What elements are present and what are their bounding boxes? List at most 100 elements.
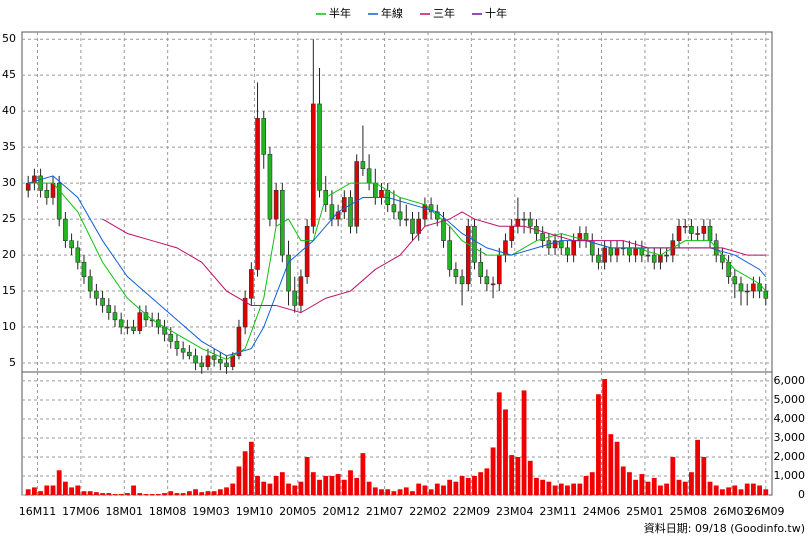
candle-body	[515, 218, 521, 227]
candle-body	[87, 276, 93, 292]
volume-bar	[56, 470, 62, 495]
volume-bar	[410, 491, 415, 495]
y2-tick-label: 2,000	[774, 450, 806, 463]
x-tick-label: 20M12	[322, 505, 360, 518]
candle-body	[490, 283, 496, 286]
volume-bar	[422, 485, 428, 495]
volume-bar	[298, 481, 304, 495]
candle-body	[583, 233, 589, 241]
y-tick-label: 5	[9, 356, 16, 369]
candle-body	[472, 225, 477, 263]
candle-body	[689, 225, 694, 234]
volume-bar	[391, 491, 397, 495]
candle-body	[317, 103, 322, 191]
volume-bar	[682, 481, 688, 495]
volume-bar	[453, 481, 459, 495]
y-tick-label: 25	[2, 212, 16, 225]
volume-bar	[577, 483, 583, 495]
candle-body	[732, 276, 738, 285]
volume-bar	[366, 481, 372, 495]
volume-bar	[304, 456, 310, 495]
volume-bar	[416, 483, 422, 495]
candle-body	[695, 233, 700, 235]
volume-bar	[751, 483, 756, 495]
candle-body	[44, 190, 50, 198]
volume-bar	[267, 483, 273, 495]
candle-body	[348, 197, 353, 227]
volume-bar	[447, 479, 453, 495]
candle-body	[707, 225, 713, 241]
candle-body	[540, 233, 545, 241]
x-tick-label: 17M06	[62, 505, 100, 518]
volume-bar	[521, 390, 527, 495]
volume-bar	[490, 447, 496, 495]
x-tick-label: 22M02	[409, 505, 447, 518]
volume-bar	[25, 489, 31, 495]
volume-bar	[397, 489, 403, 495]
candle-body	[131, 326, 136, 331]
candle-body	[118, 319, 124, 328]
candle-body	[75, 247, 81, 263]
candle-body	[373, 182, 378, 198]
volume-bar	[310, 472, 316, 495]
volume-bar	[50, 485, 56, 495]
candle-body	[478, 261, 483, 277]
volume-bar	[236, 466, 242, 495]
candle-body	[633, 247, 638, 256]
volume-bar	[534, 477, 539, 495]
volume-bar	[695, 439, 701, 495]
y-tick-label: 40	[2, 104, 16, 117]
x-tick-label: 19M03	[192, 505, 230, 518]
volume-bar	[180, 493, 186, 495]
candle-body	[267, 154, 273, 220]
volume-bar	[676, 479, 682, 495]
candle-body	[174, 341, 180, 349]
candle-body	[286, 254, 291, 292]
x-tick-label: 26M09	[747, 505, 785, 518]
candle-body	[496, 254, 502, 285]
x-tick-label: 24M06	[583, 505, 621, 518]
candle-body	[565, 247, 570, 256]
volume-bar	[118, 494, 124, 495]
candle-body	[25, 182, 31, 191]
candle-body	[465, 225, 471, 285]
volume-bar	[552, 485, 558, 495]
candle-body	[521, 218, 527, 221]
volume-bar	[633, 479, 639, 495]
volume-bar	[527, 460, 533, 495]
volume-bar	[707, 481, 713, 495]
candle-body	[614, 247, 620, 256]
volume-bar	[155, 494, 161, 495]
volume-bar	[627, 472, 632, 495]
volume-bar	[465, 477, 471, 495]
volume-bar	[571, 483, 577, 495]
volume-bar	[639, 474, 645, 495]
x-tick-label: 25M08	[670, 505, 708, 518]
volume-bar	[403, 487, 409, 495]
volume-bar	[224, 487, 229, 495]
volume-bar	[602, 379, 608, 495]
candle-body	[366, 168, 372, 184]
volume-bar	[478, 472, 484, 495]
candle-body	[744, 290, 750, 293]
legend-label: 十年	[485, 6, 507, 20]
volume-bar	[689, 472, 694, 495]
candle-body	[180, 348, 186, 353]
volume-bar	[608, 434, 614, 495]
y-tick-label: 15	[2, 284, 16, 297]
candle-body	[273, 190, 279, 220]
volume-bar	[106, 493, 112, 495]
legend-label: 半年	[329, 6, 351, 20]
footer: 資料日期: 09/18 (Goodinfo.tw)	[644, 521, 805, 535]
volume-bar	[738, 489, 744, 495]
volume-bar	[286, 483, 291, 495]
candle-body	[230, 355, 236, 367]
price-panel	[21, 31, 773, 373]
volume-panel	[21, 371, 773, 496]
volume-bar	[174, 493, 180, 495]
volume-bar	[348, 470, 353, 495]
candle-body	[658, 254, 663, 263]
volume-bar	[515, 456, 521, 495]
candle-body	[224, 362, 229, 367]
